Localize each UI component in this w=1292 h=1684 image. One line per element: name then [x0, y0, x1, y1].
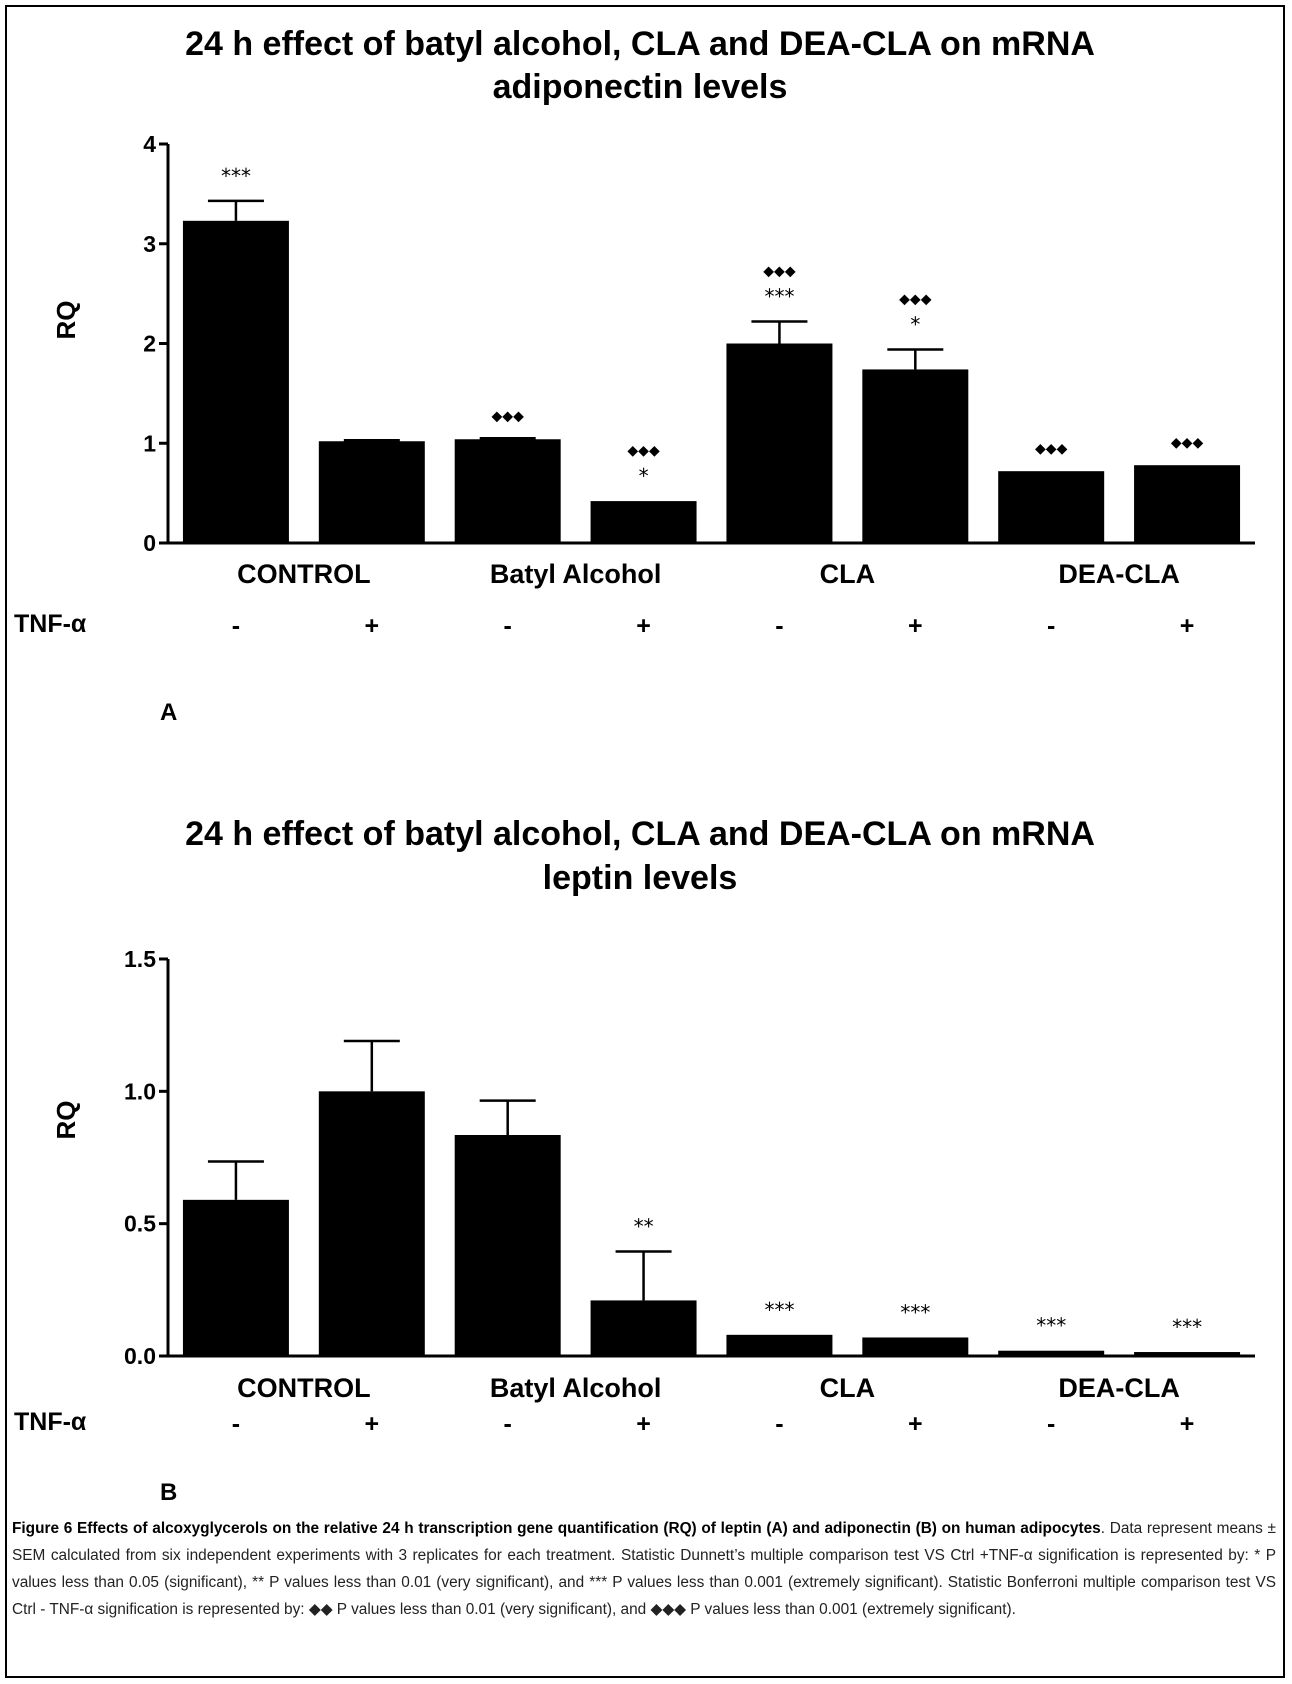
tnf-sign: +: [908, 612, 923, 640]
bar: [454, 439, 561, 543]
group-label: CONTROL: [237, 1373, 370, 1403]
y-tick-label: 0: [143, 530, 156, 556]
tnf-sign: +: [636, 1410, 651, 1438]
dunnett-annotation: ***: [1172, 1315, 1202, 1339]
tnf-sign: -: [504, 612, 512, 640]
y-tick-label: 2: [143, 331, 156, 357]
chart-a-tnf-label: TNF-α: [14, 610, 87, 638]
bar: [1134, 1352, 1241, 1356]
chart-b-title-line1: 24 h effect of batyl alcohol, CLA and DE…: [185, 815, 1095, 853]
chart-a-title-line1: 24 h effect of batyl alcohol, CLA and DE…: [185, 25, 1095, 63]
bar: [1134, 465, 1241, 543]
bonferroni-annotation: ◆◆◆: [1035, 441, 1068, 457]
bar: [182, 1199, 289, 1356]
bonferroni-annotation: ◆◆◆: [1171, 435, 1204, 451]
bonferroni-annotation: ◆◆◆: [899, 291, 932, 307]
dunnett-annotation: ***: [764, 1298, 794, 1322]
y-tick-label: 3: [143, 231, 156, 257]
bonferroni-annotation: ◆◆◆: [627, 443, 660, 459]
bar: [998, 1350, 1105, 1356]
chart-a-title-line2: adiponectin levels: [493, 68, 788, 106]
group-label: Batyl Alcohol: [490, 559, 662, 589]
chart-a: 24 h effect of batyl alcohol, CLA and DE…: [14, 25, 1255, 726]
bar: [862, 1337, 969, 1356]
tnf-sign: -: [1047, 612, 1055, 640]
caption-bold: Figure 6 Effects of alcoxyglycerols on t…: [12, 1520, 1101, 1537]
chart-a-bars: *** ◆◆◆ * ◆◆◆ *** ◆◆◆ * ◆◆◆ ◆◆◆ ◆◆◆: [182, 164, 1241, 543]
figure-caption: Figure 6 Effects of alcoxyglycerols on t…: [12, 1515, 1276, 1623]
bar: [182, 220, 289, 543]
chart-b-title-line2: leptin levels: [543, 859, 738, 897]
group-label: DEA-CLA: [1058, 1373, 1180, 1403]
tnf-sign: +: [365, 612, 380, 640]
bar: [726, 1334, 833, 1356]
y-tick-label: 1: [143, 430, 156, 456]
tnf-sign: +: [1180, 612, 1195, 640]
bar: [726, 343, 833, 543]
chart-b: 24 h effect of batyl alcohol, CLA and DE…: [14, 815, 1255, 1506]
y-tick-label: 1.5: [124, 946, 156, 972]
tnf-sign: -: [775, 1410, 783, 1438]
bar: [318, 441, 425, 543]
chart-b-ylabel: RQ: [51, 1101, 81, 1140]
tnf-sign: +: [1180, 1410, 1195, 1438]
dunnett-annotation: **: [634, 1214, 654, 1238]
tnf-sign: -: [232, 1410, 240, 1438]
dunnett-annotation: ***: [221, 164, 251, 188]
tnf-sign: +: [365, 1410, 380, 1438]
y-tick-label: 0.0: [124, 1343, 156, 1369]
tnf-sign: -: [775, 612, 783, 640]
chart-b-panel-label: B: [160, 1479, 177, 1506]
group-label: CONTROL: [237, 559, 370, 589]
y-tick-label: 1.0: [124, 1078, 156, 1104]
group-label: DEA-CLA: [1058, 559, 1180, 589]
figure-svg: 24 h effect of batyl alcohol, CLA and DE…: [14, 25, 1255, 1506]
group-label: CLA: [820, 559, 876, 589]
bar: [998, 471, 1105, 543]
tnf-sign: +: [908, 1410, 923, 1438]
dunnett-annotation: ***: [1036, 1314, 1066, 1338]
y-tick-label: 0.5: [124, 1211, 156, 1237]
bonferroni-annotation: ◆◆◆: [492, 408, 525, 424]
caption-text: . Data represent means ± SEM calculated …: [12, 1520, 1276, 1618]
tnf-sign: -: [232, 612, 240, 640]
chart-b-x-labels: - + - + - + - + CONTROL Batyl Alcohol CLA DEA-CLA: [232, 1373, 1195, 1438]
chart-b-tnf-label: TNF-α: [14, 1408, 87, 1436]
y-tick-label: 4: [143, 131, 156, 157]
tnf-sign: -: [1047, 1410, 1055, 1438]
bonferroni-annotation: ◆◆◆: [763, 264, 796, 280]
tnf-sign: +: [636, 612, 651, 640]
dunnett-annotation: *: [910, 312, 920, 336]
group-label: Batyl Alcohol: [490, 1373, 662, 1403]
dunnett-annotation: *: [639, 464, 649, 488]
bar: [862, 369, 969, 543]
bar: [590, 501, 697, 543]
dunnett-annotation: ***: [900, 1300, 930, 1324]
dunnett-annotation: ***: [764, 285, 794, 309]
group-label: CLA: [820, 1373, 876, 1403]
chart-a-panel-label: A: [160, 699, 177, 726]
chart-b-bars: ***** ****** ***: [182, 1039, 1241, 1356]
bar: [318, 1091, 425, 1356]
bar: [590, 1300, 697, 1356]
chart-a-ylabel: RQ: [51, 301, 81, 340]
chart-a-x-labels: - + - + - + - + CONTROL Batyl Alcohol CLA DEA-CLA: [232, 559, 1195, 640]
tnf-sign: -: [504, 1410, 512, 1438]
bar: [454, 1135, 561, 1356]
